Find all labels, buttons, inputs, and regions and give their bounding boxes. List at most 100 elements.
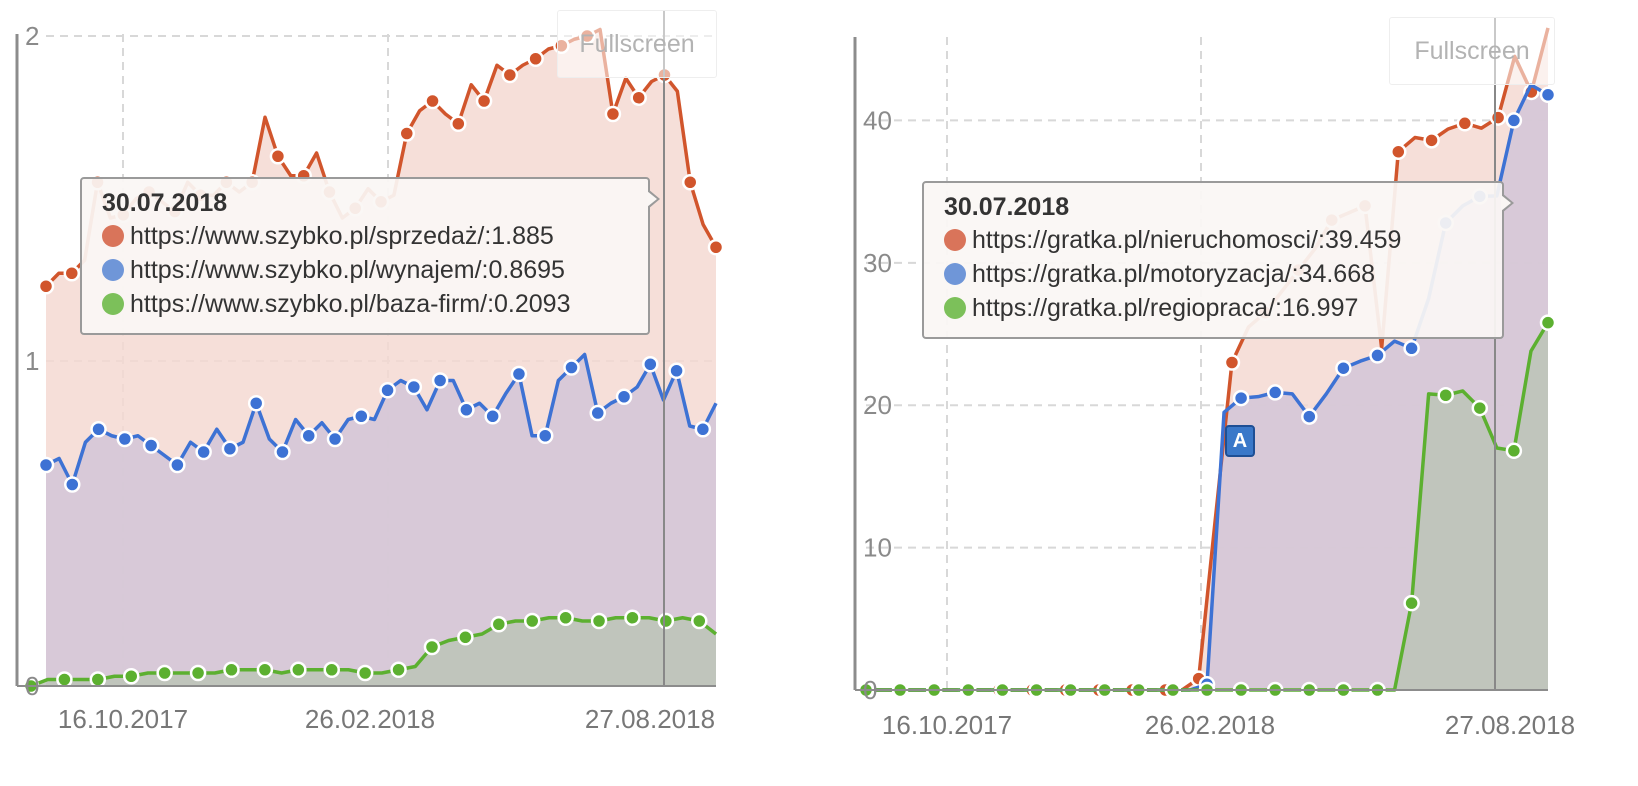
data-point-marker[interactable] (1403, 594, 1420, 612)
data-point-marker[interactable] (1505, 112, 1523, 129)
data-point-marker[interactable] (431, 372, 449, 389)
x-tick-label: 16.10.2017 (58, 704, 188, 734)
data-point-marker[interactable] (189, 664, 207, 682)
x-tick-label: 26.02.2018 (305, 704, 435, 734)
data-point-marker[interactable] (274, 443, 291, 461)
annotation-flag-a[interactable]: A (1225, 425, 1255, 457)
data-point-marker[interactable] (694, 421, 712, 438)
data-point-marker[interactable] (615, 388, 633, 405)
data-point-marker[interactable] (1456, 115, 1474, 132)
data-point-marker[interactable] (1301, 408, 1318, 425)
chart-plot-area[interactable]: 0 10 20 30 40 16.10.2017 26.02.2018 27.08.2018 (820, 0, 1638, 786)
data-point-marker[interactable] (142, 437, 160, 454)
data-point-marker[interactable] (1437, 387, 1454, 404)
data-point-marker[interactable] (89, 671, 107, 688)
data-point-marker[interactable] (1232, 389, 1250, 407)
data-point-marker[interactable] (1489, 109, 1507, 126)
tooltip-date: 30.07.2018 (944, 193, 1070, 221)
data-point-marker[interactable] (510, 365, 528, 383)
data-point-marker[interactable] (589, 404, 607, 422)
tooltip-series-label: https://www.szybko.pl/wynajem/ (130, 256, 482, 284)
tooltip-date: 30.07.2018 (102, 189, 228, 217)
data-point-marker[interactable] (557, 609, 574, 626)
data-point-marker[interactable] (390, 661, 407, 678)
data-point-marker[interactable] (457, 629, 474, 646)
data-point-marker[interactable] (353, 408, 370, 425)
data-point-marker[interactable] (290, 661, 307, 678)
data-point-marker[interactable] (1505, 442, 1523, 460)
data-point-marker[interactable] (1223, 354, 1241, 371)
data-point-marker[interactable] (1266, 384, 1284, 401)
tooltip-row: https://gratka.pl/nieruchomosci/: 39.459 (944, 223, 1486, 257)
y-tick-label: 0 (25, 671, 39, 701)
data-point-marker[interactable] (64, 476, 81, 493)
data-point-marker[interactable] (590, 612, 608, 630)
fullscreen-button[interactable]: Fullscreen (557, 10, 717, 78)
series-area (31, 617, 716, 686)
data-point-marker[interactable] (398, 125, 416, 142)
data-point-marker[interactable] (657, 612, 675, 630)
data-point-marker[interactable] (668, 362, 685, 379)
x-tick-label: 27.08.2018 (1445, 710, 1575, 740)
data-point-marker[interactable] (379, 382, 396, 399)
data-point-marker[interactable] (169, 456, 186, 474)
data-point-marker[interactable] (1390, 143, 1407, 161)
series-area (866, 322, 1548, 690)
data-point-marker[interactable] (405, 378, 423, 396)
data-point-marker[interactable] (1423, 132, 1440, 149)
chart-szybko: 0 1 2 16.10.2017 26.02.2018 27.08.2018 Fullsc… (0, 0, 760, 786)
data-point-marker[interactable] (37, 278, 55, 295)
data-point-marker[interactable] (323, 661, 340, 678)
data-point-marker[interactable] (1539, 314, 1557, 331)
tooltip-series-value: 0.8695 (488, 256, 565, 284)
data-point-marker[interactable] (300, 427, 317, 444)
data-point-marker[interactable] (90, 421, 107, 438)
data-point-marker[interactable] (1335, 359, 1352, 377)
data-point-marker[interactable] (691, 612, 708, 630)
data-point-marker[interactable] (63, 265, 81, 282)
data-point-marker[interactable] (630, 89, 647, 106)
data-point-marker[interactable] (424, 92, 441, 110)
data-point-marker[interactable] (1471, 399, 1489, 417)
data-point-marker[interactable] (423, 638, 441, 656)
data-point-marker[interactable] (116, 430, 134, 448)
tooltip-row: https://www.szybko.pl/baza-firm/: 0.2093 (102, 287, 632, 321)
data-point-marker[interactable] (563, 359, 580, 376)
data-point-marker[interactable] (707, 239, 725, 256)
chart-plot-area[interactable]: 0 1 2 16.10.2017 26.02.2018 27.08.2018 (0, 0, 760, 786)
data-point-marker[interactable] (356, 664, 374, 682)
y-tick-label: 40 (863, 105, 892, 135)
data-point-marker[interactable] (490, 616, 508, 633)
tooltip-series-value: 34.668 (1298, 260, 1376, 288)
data-point-marker[interactable] (624, 609, 641, 626)
data-point-marker[interactable] (642, 356, 659, 373)
data-point-marker[interactable] (326, 430, 344, 448)
data-point-marker[interactable] (1403, 340, 1420, 357)
data-point-marker[interactable] (256, 661, 274, 678)
tooltip: 30.07.2018 https://www.szybko.pl/sprzeda… (80, 177, 660, 335)
data-point-marker[interactable] (681, 174, 699, 191)
data-point-marker[interactable] (221, 440, 239, 457)
data-point-marker[interactable] (450, 115, 467, 132)
data-point-marker[interactable] (269, 148, 287, 165)
data-point-marker[interactable] (247, 395, 265, 412)
data-point-marker[interactable] (604, 105, 622, 123)
x-tick-label: 26.02.2018 (1145, 710, 1275, 740)
data-point-marker[interactable] (501, 66, 519, 84)
data-point-marker[interactable] (37, 456, 55, 474)
data-point-marker[interactable] (484, 408, 501, 425)
data-point-marker[interactable] (56, 671, 73, 688)
data-point-marker[interactable] (475, 92, 493, 110)
data-point-marker[interactable] (195, 443, 212, 461)
data-point-marker[interactable] (223, 661, 240, 678)
data-point-marker[interactable] (156, 664, 173, 682)
data-point-marker[interactable] (523, 612, 541, 630)
data-point-marker[interactable] (527, 50, 544, 67)
data-point-marker[interactable] (1369, 347, 1386, 364)
fullscreen-button[interactable]: Fullscreen (1389, 17, 1555, 85)
data-point-marker[interactable] (458, 401, 475, 418)
data-point-marker[interactable] (122, 668, 140, 685)
data-point-marker[interactable] (1539, 86, 1557, 104)
data-point-marker[interactable] (536, 427, 554, 444)
tooltip-series-label: https://gratka.pl/motoryzacja/ (972, 260, 1292, 288)
